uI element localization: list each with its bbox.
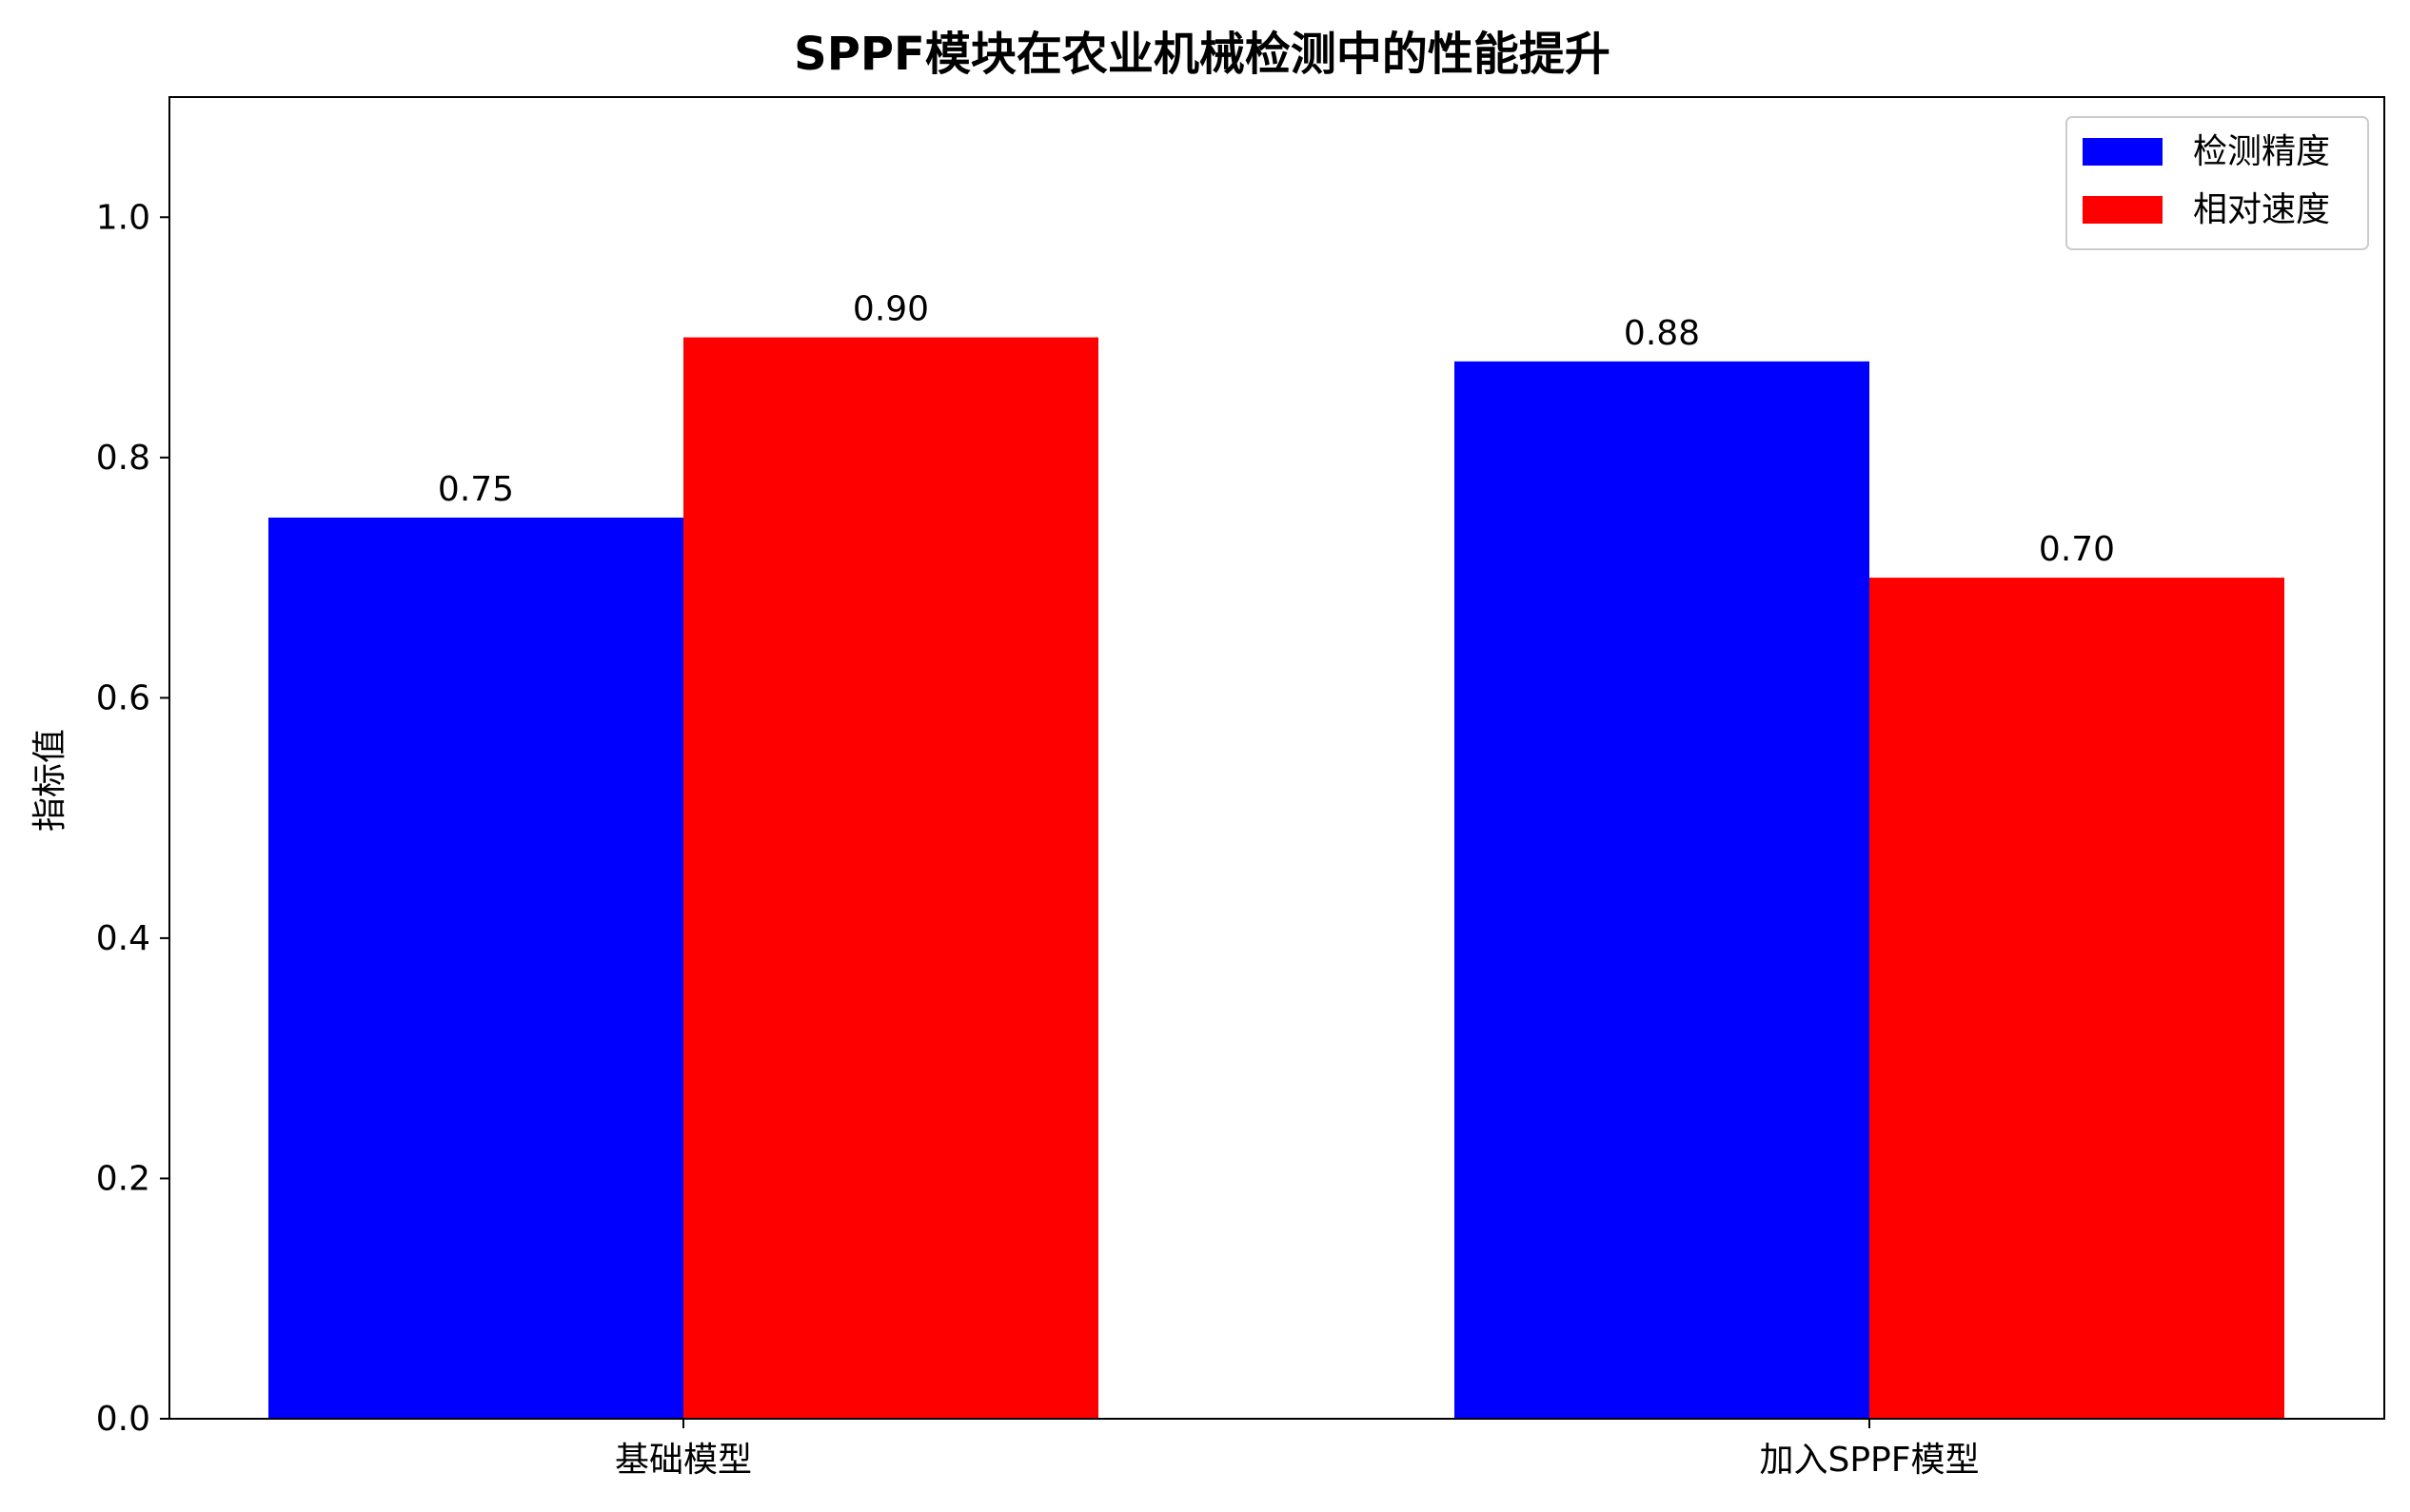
bar-accuracy-1 — [1454, 361, 1869, 1419]
chart-title: SPPF模块在农业机械检测中的性能提升 — [794, 28, 1610, 81]
y-tick-label-2: 0.4 — [96, 919, 150, 958]
x-tick-label-1: 加入SPPF模型 — [1760, 1441, 1980, 1480]
data-label-0-0: 0.75 — [438, 470, 514, 509]
data-label-0-1: 0.88 — [1624, 314, 1700, 353]
legend-label-1: 相对速度 — [2193, 190, 2330, 229]
legend-label-0: 检测精度 — [2193, 132, 2330, 171]
legend-swatch-1 — [2083, 196, 2163, 224]
y-tick-label-1: 0.2 — [96, 1159, 150, 1198]
plot-area: 0.75 0.88 0.90 0.70 0.0 0.2 0.4 0.6 0.8 1.0 基础模型 加入… — [96, 96, 2385, 1480]
y-axis-label: 指标值 — [30, 729, 69, 832]
axes-frame — [168, 96, 2385, 1420]
y-tick-label-5: 1.0 — [96, 198, 150, 237]
data-label-1-0: 0.90 — [853, 290, 929, 329]
y-tick-label-3: 0.6 — [96, 678, 150, 717]
bar-speed-1 — [1869, 578, 2284, 1419]
y-tick-label-0: 0.0 — [96, 1400, 150, 1439]
y-tick-label-4: 0.8 — [96, 439, 150, 478]
legend-swatch-0 — [2083, 138, 2163, 166]
bar-speed-0 — [683, 337, 1098, 1420]
x-tick-label-0: 基础模型 — [615, 1441, 752, 1480]
bar-accuracy-0 — [268, 517, 683, 1419]
data-label-1-1: 0.70 — [2039, 530, 2115, 569]
